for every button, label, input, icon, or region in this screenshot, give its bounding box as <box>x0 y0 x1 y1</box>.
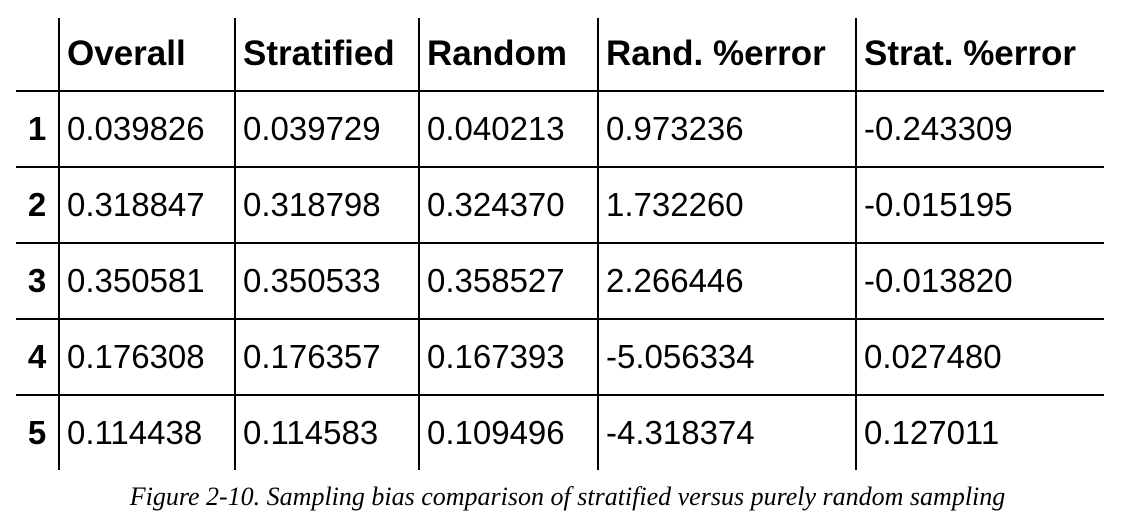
table-row: 5 0.114438 0.114583 0.109496 -4.318374 0… <box>16 395 1104 470</box>
cell-stratified: 0.114583 <box>234 395 419 470</box>
table-row: 2 0.318847 0.318798 0.324370 1.732260 -0… <box>16 167 1104 244</box>
cell-strat-error: 0.127011 <box>855 395 1104 470</box>
cell-strat-error: -0.243309 <box>855 91 1104 168</box>
cell-rand-error: 2.266446 <box>597 243 856 320</box>
sampling-bias-table: Overall Stratified Random Rand. %error S… <box>16 18 1104 470</box>
header-random: Random <box>418 18 598 92</box>
cell-rand-error: -4.318374 <box>597 395 856 470</box>
table-row: 1 0.039826 0.039729 0.040213 0.973236 -0… <box>16 91 1104 168</box>
cell-overall: 0.318847 <box>58 167 235 244</box>
header-index <box>16 18 59 92</box>
cell-overall: 0.350581 <box>58 243 235 320</box>
cell-rand-error: 1.732260 <box>597 167 856 244</box>
cell-stratified: 0.350533 <box>234 243 419 320</box>
table-row: 4 0.176308 0.176357 0.167393 -5.056334 0… <box>16 319 1104 396</box>
cell-random: 0.109496 <box>418 395 598 470</box>
cell-strat-error: -0.015195 <box>855 167 1104 244</box>
cell-random: 0.040213 <box>418 91 598 168</box>
cell-stratified: 0.318798 <box>234 167 419 244</box>
cell-strat-error: -0.013820 <box>855 243 1104 320</box>
cell-rand-error: -5.056334 <box>597 319 856 396</box>
header-strat-error: Strat. %error <box>855 18 1104 92</box>
cell-stratified: 0.039729 <box>234 91 419 168</box>
header-overall: Overall <box>58 18 235 92</box>
cell-rand-error: 0.973236 <box>597 91 856 168</box>
sampling-bias-table-container: Overall Stratified Random Rand. %error S… <box>16 18 1104 470</box>
row-index: 5 <box>27 414 47 451</box>
cell-strat-error: 0.027480 <box>855 319 1104 396</box>
cell-random: 0.358527 <box>418 243 598 320</box>
cell-overall: 0.114438 <box>58 395 235 470</box>
cell-overall: 0.176308 <box>58 319 235 396</box>
header-rand-error: Rand. %error <box>597 18 856 92</box>
row-index: 1 <box>16 91 59 168</box>
figure-caption: Figure 2-10. Sampling bias comparison of… <box>129 482 1006 511</box>
table-row: 3 0.350581 0.350533 0.358527 2.266446 -0… <box>16 243 1104 320</box>
row-index: 2 <box>16 167 59 244</box>
cell-stratified: 0.176357 <box>234 319 419 396</box>
header-stratified: Stratified <box>234 18 419 92</box>
cell-overall: 0.039826 <box>58 91 235 168</box>
row-index: 3 <box>16 243 59 320</box>
row-index: 4 <box>16 319 59 396</box>
cell-random: 0.324370 <box>418 167 598 244</box>
table-header-row: Overall Stratified Random Rand. %error S… <box>16 18 1104 92</box>
cell-random: 0.167393 <box>418 319 598 396</box>
